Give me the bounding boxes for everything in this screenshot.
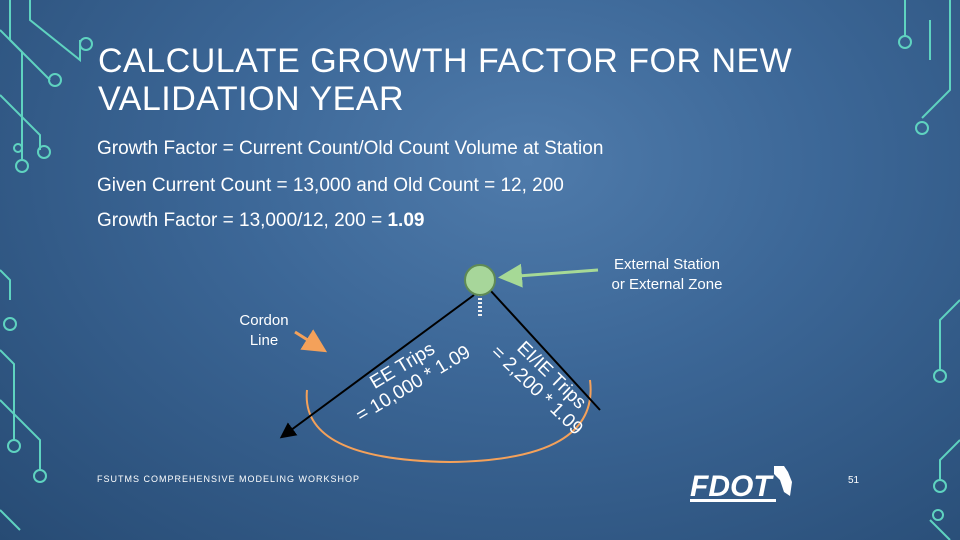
result-prefix: Growth Factor = 13,000/12, 200 = xyxy=(97,210,388,231)
title-line-2: VALIDATION YEAR xyxy=(98,80,405,118)
page-number: 51 xyxy=(848,475,860,486)
result-value: 1.09 xyxy=(387,210,425,231)
external-label-arrow xyxy=(498,263,599,288)
growth-factor-definition: Growth Factor = Current Count/Old Count … xyxy=(97,138,604,159)
footer-text: FSUTMS COMPREHENSIVE MODELING WORKSHOP xyxy=(97,474,361,484)
cordon-line xyxy=(305,379,592,464)
external-station-label: External Station or External Zone xyxy=(592,255,742,295)
fdot-logo: FDOT xyxy=(690,466,792,503)
external-station-node xyxy=(464,264,496,296)
cordon-label-arrow xyxy=(294,329,328,353)
growth-factor-result: Growth Factor = 13,000/12, 200 = 1.09 xyxy=(97,210,424,232)
ie-trip-line xyxy=(489,289,601,411)
cordon-label-line-2: Line xyxy=(249,332,279,349)
ee-trip-arrow xyxy=(279,294,475,439)
cordon-label-line-1: Cordon xyxy=(239,312,289,329)
fdot-logo-text: FDOT xyxy=(690,470,774,503)
external-label-line-1: External Station xyxy=(614,256,720,273)
cordon-line-label: Cordon Line xyxy=(228,311,300,351)
title-line-1: CALCULATE GROWTH FACTOR FOR NEW xyxy=(98,42,793,80)
slide-title: CALCULATE GROWTH FACTOR FOR NEW VALIDATI… xyxy=(98,42,878,118)
given-counts: Given Current Count = 13,000 and Old Cou… xyxy=(97,175,564,196)
external-label-line-2: or External Zone xyxy=(611,276,723,293)
